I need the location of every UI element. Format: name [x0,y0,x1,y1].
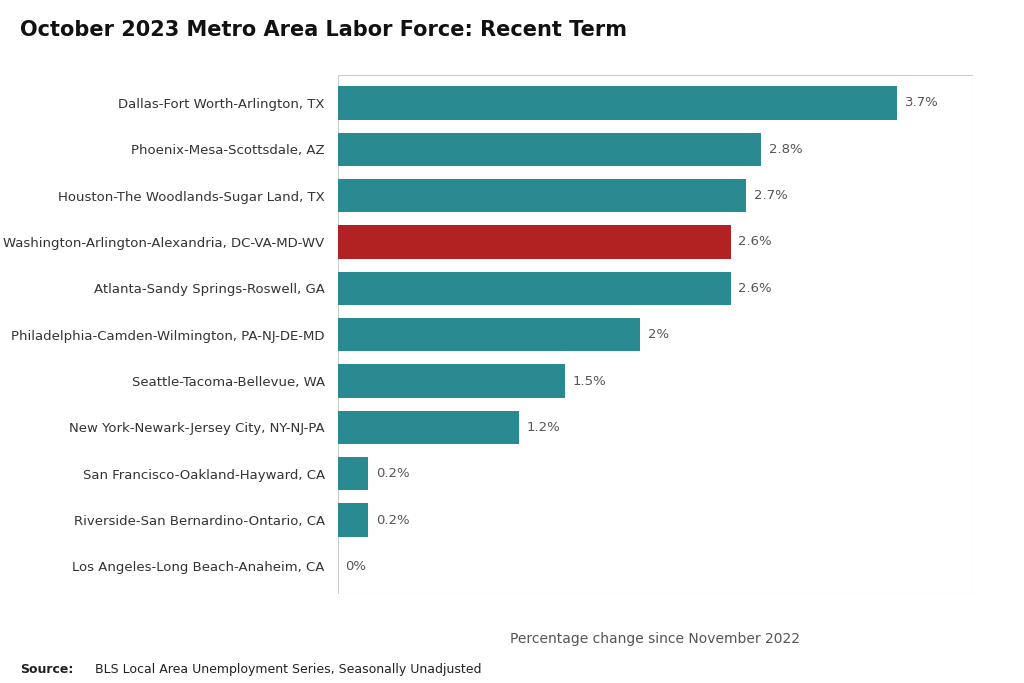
Text: 2.8%: 2.8% [769,143,803,156]
Text: October 2023 Metro Area Labor Force: Recent Term: October 2023 Metro Area Labor Force: Rec… [20,20,628,40]
Text: 1.2%: 1.2% [527,421,560,434]
Bar [338,133,761,166]
Bar [338,86,897,120]
Text: Percentage change since November 2022: Percentage change since November 2022 [510,632,801,645]
Text: 2%: 2% [648,328,669,342]
Text: 2.7%: 2.7% [754,189,787,202]
Text: 3.7%: 3.7% [905,96,939,109]
Bar [338,410,519,444]
Text: 0.2%: 0.2% [376,514,410,527]
Text: 1.5%: 1.5% [572,374,606,387]
Text: 2.6%: 2.6% [738,282,772,295]
Bar [338,225,731,259]
Text: Source:: Source: [20,663,74,676]
Bar [338,318,640,351]
Bar [338,503,369,537]
Bar [338,272,731,305]
Bar [338,364,564,398]
Text: 2.6%: 2.6% [738,236,772,249]
Bar [338,457,369,490]
Text: 0%: 0% [345,560,367,573]
Text: BLS Local Area Unemployment Series, Seasonally Unadjusted: BLS Local Area Unemployment Series, Seas… [95,663,481,676]
Text: 0.2%: 0.2% [376,467,410,480]
Bar [338,179,746,212]
